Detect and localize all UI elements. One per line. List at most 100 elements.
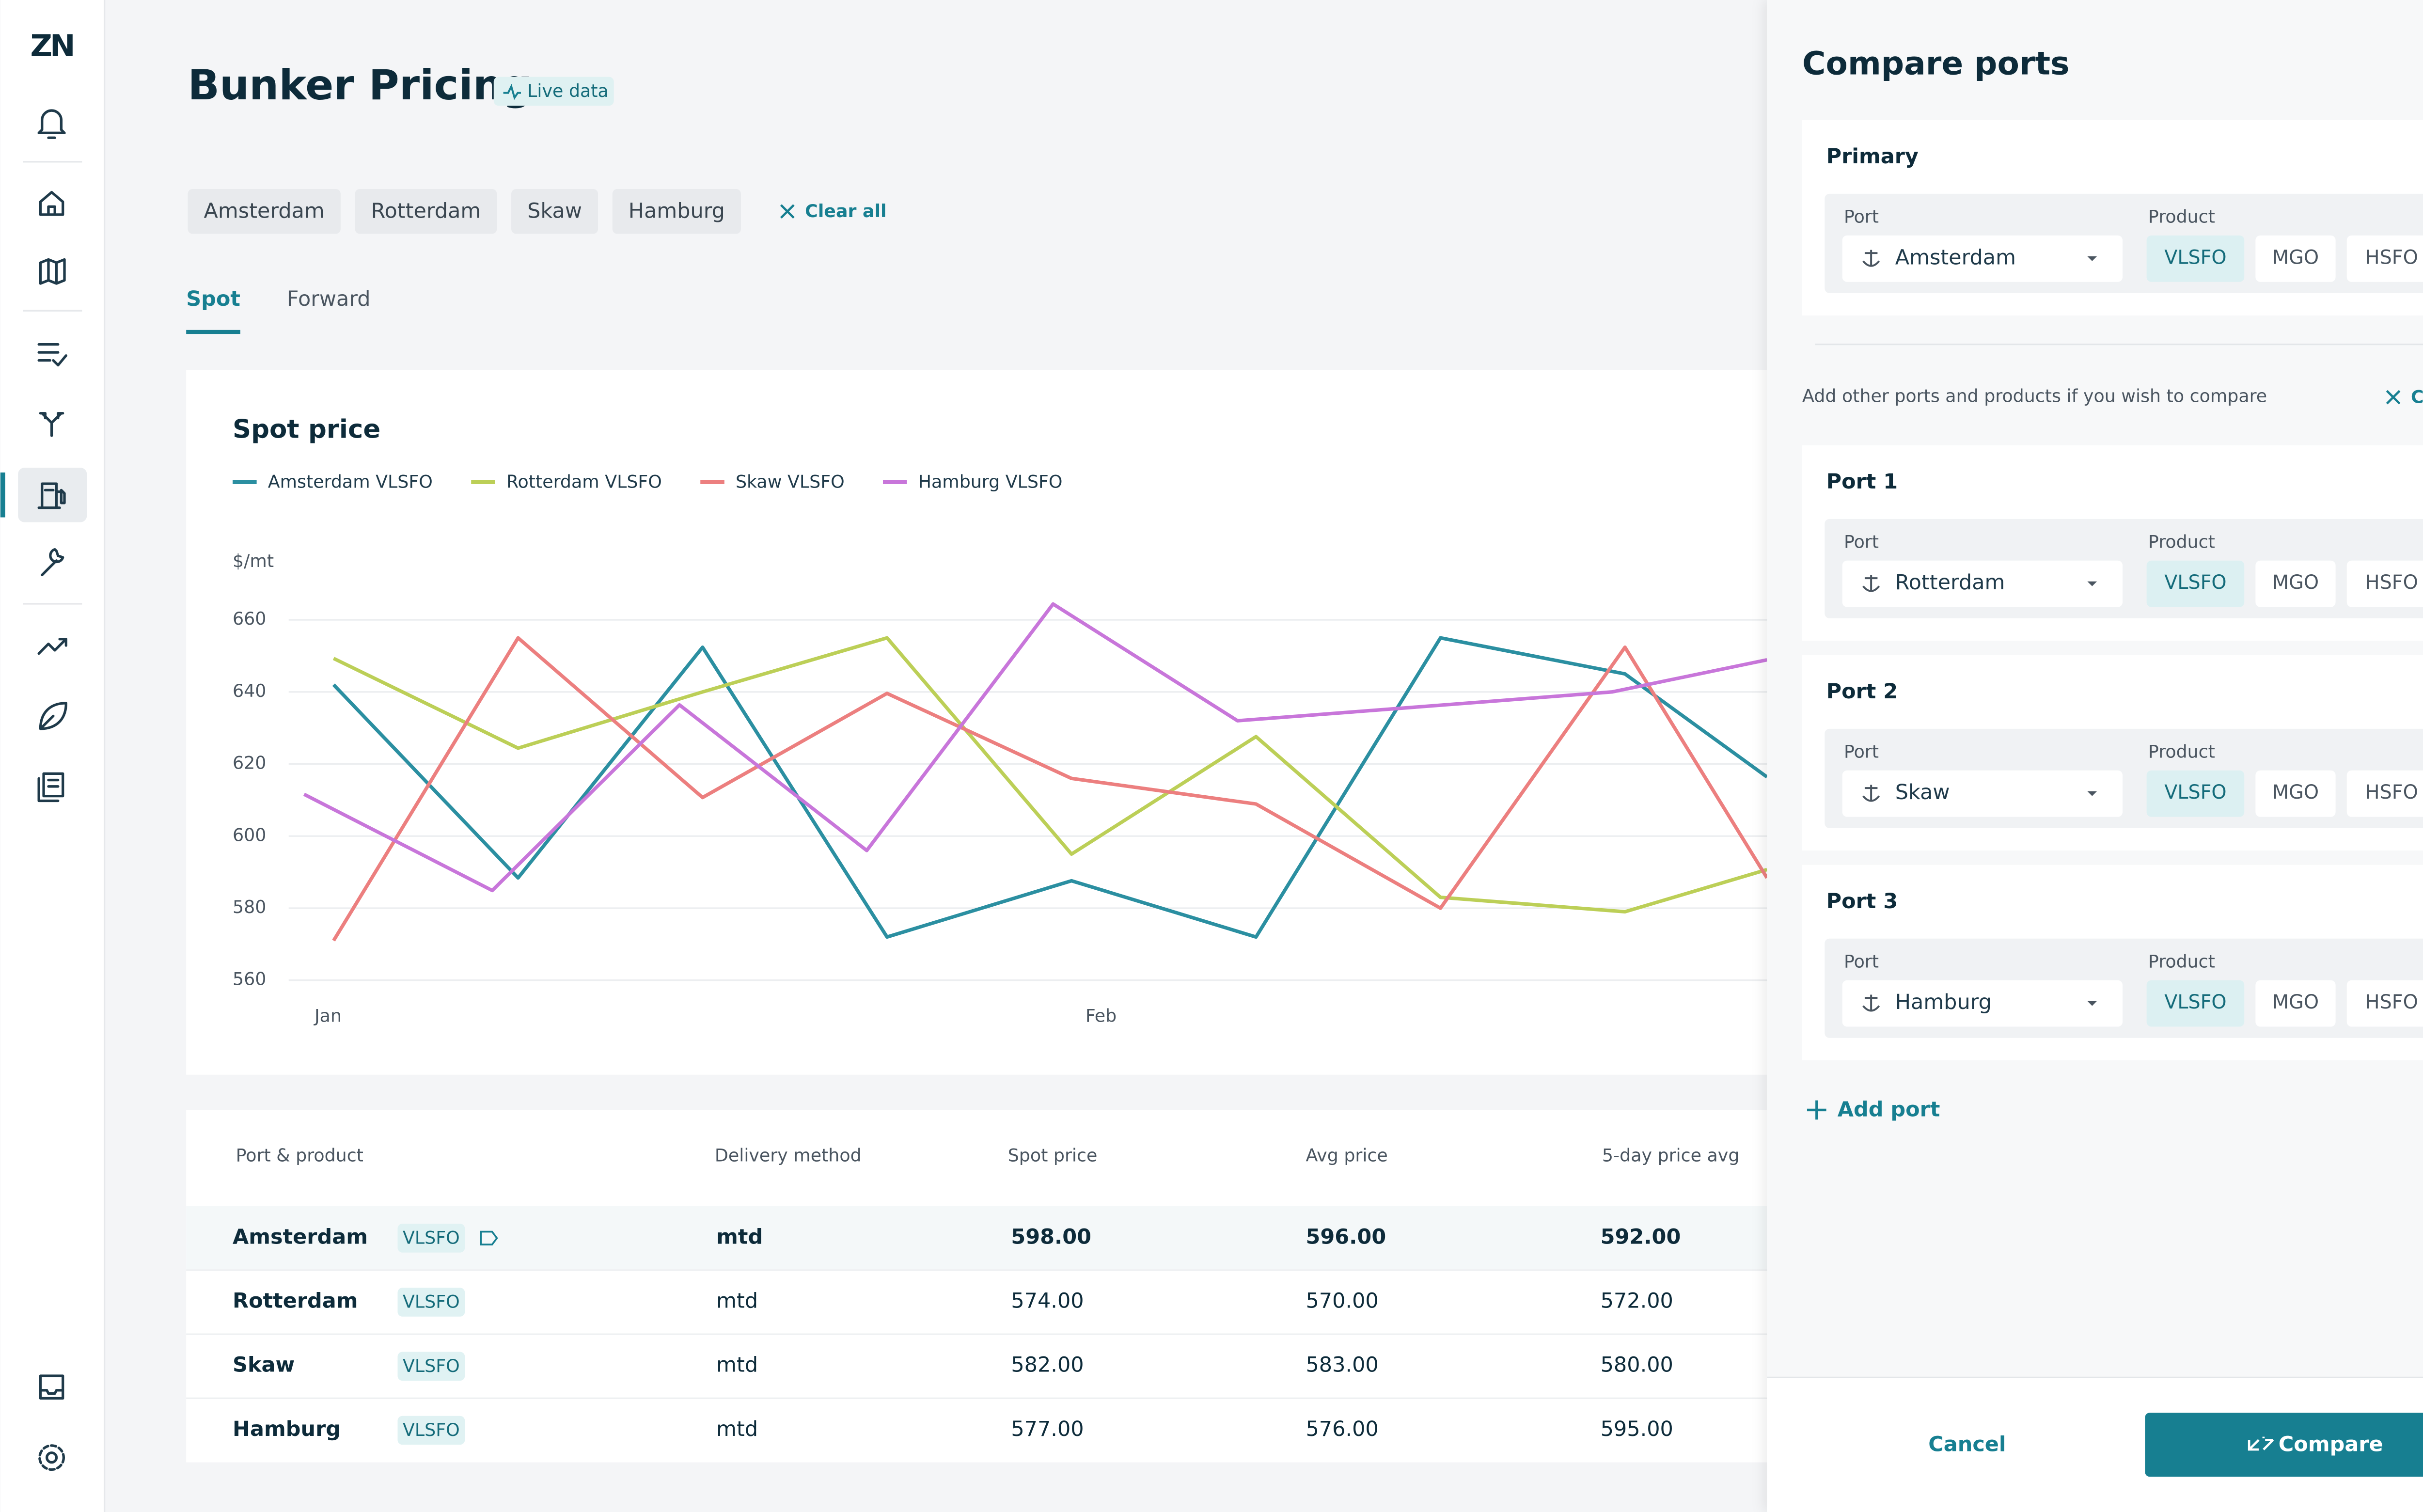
product-option-bg[interactable] <box>2346 980 2423 1027</box>
cell-spot: 582.00 <box>1011 1353 1084 1377</box>
nav-tools[interactable] <box>41 548 64 577</box>
tabs: Spot Forward <box>186 287 371 334</box>
product-option-bg[interactable] <box>2255 980 2336 1027</box>
product-option-bg[interactable] <box>2346 560 2423 607</box>
product-tag-bg <box>397 1352 465 1381</box>
nav-tasks[interactable] <box>37 343 67 367</box>
badge-icon <box>503 84 521 100</box>
filter-chip-bg[interactable] <box>612 189 741 234</box>
nav-map[interactable] <box>39 258 66 285</box>
port-select[interactable] <box>1842 980 2123 1027</box>
nav-settings[interactable] <box>46 1451 58 1464</box>
product-option[interactable]: HSFO <box>2365 571 2418 594</box>
compare-button-bg[interactable] <box>2145 1413 2423 1477</box>
product-option[interactable]: VLSFO <box>2164 781 2226 803</box>
product-option[interactable]: VLSFO <box>2164 246 2226 268</box>
product-option[interactable]: VLSFO <box>2164 991 2226 1013</box>
product-option[interactable]: VLSFO <box>2164 571 2226 594</box>
product-option[interactable]: MGO <box>2272 781 2319 803</box>
select-caret <box>2087 1001 2097 1006</box>
cell-port: Skaw <box>233 1353 295 1377</box>
y-axis-label: $/mt <box>233 551 274 571</box>
clear-filters[interactable]: Clear all <box>805 201 886 221</box>
product-option[interactable]: MGO <box>2272 571 2319 594</box>
nav-bunker[interactable] <box>37 482 66 509</box>
cell-avg5: 595.00 <box>1601 1417 1673 1441</box>
y-tick-label: 580 <box>233 897 266 917</box>
product-option-bg[interactable] <box>2146 980 2245 1027</box>
series-line <box>332 636 1768 914</box>
tab[interactable]: Forward <box>287 287 371 311</box>
add-port[interactable]: Add port <box>1838 1098 1940 1122</box>
cell-avg5: 572.00 <box>1601 1289 1673 1313</box>
nav-notifications[interactable] <box>37 109 66 139</box>
legend-label: Hamburg VLSFO <box>918 471 1063 492</box>
select-caret <box>2087 256 2097 261</box>
cancel-button[interactable]: Cancel <box>1928 1432 2006 1456</box>
anchor-icon <box>1862 250 1880 267</box>
port-select[interactable] <box>1842 235 2123 282</box>
filter-chip[interactable]: Skaw <box>527 199 582 223</box>
series-line <box>303 602 1768 893</box>
anchor-icon <box>1862 994 1880 1012</box>
field-label: Port <box>1844 741 1879 762</box>
product-tag: VLSFO <box>403 1227 460 1248</box>
y-tick-label: 600 <box>233 824 266 845</box>
chart-title: Spot price <box>233 415 380 444</box>
filter-chip[interactable]: Rotterdam <box>371 199 481 223</box>
product-option-bg[interactable] <box>2146 770 2245 817</box>
column-header: Spot price <box>1008 1145 1098 1166</box>
series-line <box>332 636 1768 939</box>
cell-avg5: 580.00 <box>1601 1353 1673 1377</box>
product-option[interactable]: MGO <box>2272 991 2319 1013</box>
panel-clear[interactable]: Clear all <box>2411 386 2423 407</box>
filter-chip[interactable]: Hamburg <box>629 199 725 223</box>
cell-avg: 570.00 <box>1306 1289 1378 1313</box>
port-select[interactable] <box>1842 770 2123 817</box>
cell-spot: 577.00 <box>1011 1417 1084 1441</box>
nav-reports[interactable] <box>37 772 64 803</box>
y-tick-label: 560 <box>233 969 266 990</box>
product-tag: VLSFO <box>403 1292 460 1312</box>
nav-home[interactable] <box>39 190 64 216</box>
nav-trends[interactable] <box>37 638 67 655</box>
port-select[interactable] <box>1842 560 2123 607</box>
select-caret <box>2087 581 2097 586</box>
filter-chip-bg[interactable] <box>511 189 598 234</box>
compare-button[interactable]: Compare <box>2279 1432 2383 1456</box>
product-tag-bg <box>397 1288 465 1317</box>
cell-avg: 576.00 <box>1306 1417 1378 1441</box>
anchor-icon <box>1862 575 1880 592</box>
cell-spot: 598.00 <box>1011 1225 1091 1249</box>
filter-chip-bg[interactable] <box>355 189 497 234</box>
select-caret <box>2087 791 2097 796</box>
product-option-bg[interactable] <box>2255 770 2336 817</box>
product-option[interactable]: HSFO <box>2365 991 2418 1013</box>
product-option[interactable]: MGO <box>2272 246 2319 268</box>
sidebar: ZN <box>0 0 106 1512</box>
nav-routes[interactable] <box>39 412 64 437</box>
page-title: Bunker Pricing <box>188 61 533 110</box>
product-option-bg[interactable] <box>2346 770 2423 817</box>
nav-emissions[interactable] <box>39 702 67 730</box>
field-label: Port <box>1844 206 1879 227</box>
nav-active-indicator <box>0 472 5 518</box>
tab-underline <box>186 330 240 334</box>
sidebar-bg <box>0 0 105 1512</box>
product-option[interactable]: HSFO <box>2365 246 2418 268</box>
filter-chip[interactable]: Amsterdam <box>204 199 325 223</box>
field-label: Product <box>2148 206 2215 227</box>
product-option-bg[interactable] <box>2255 235 2336 282</box>
product-option-bg[interactable] <box>2346 235 2423 282</box>
filter-chip-bg[interactable] <box>188 189 341 234</box>
product-option[interactable]: HSFO <box>2365 781 2418 803</box>
logo: ZN <box>30 28 73 63</box>
product-option-bg[interactable] <box>2146 235 2245 282</box>
product-option-bg[interactable] <box>2146 560 2245 607</box>
product-option-bg[interactable] <box>2255 560 2336 607</box>
cell-delivery: mtd <box>716 1417 758 1441</box>
column-header: Avg price <box>1306 1145 1387 1166</box>
tab[interactable]: Spot <box>186 287 240 311</box>
cell-delivery: mtd <box>716 1289 758 1313</box>
nav-inbox[interactable] <box>39 1374 64 1400</box>
